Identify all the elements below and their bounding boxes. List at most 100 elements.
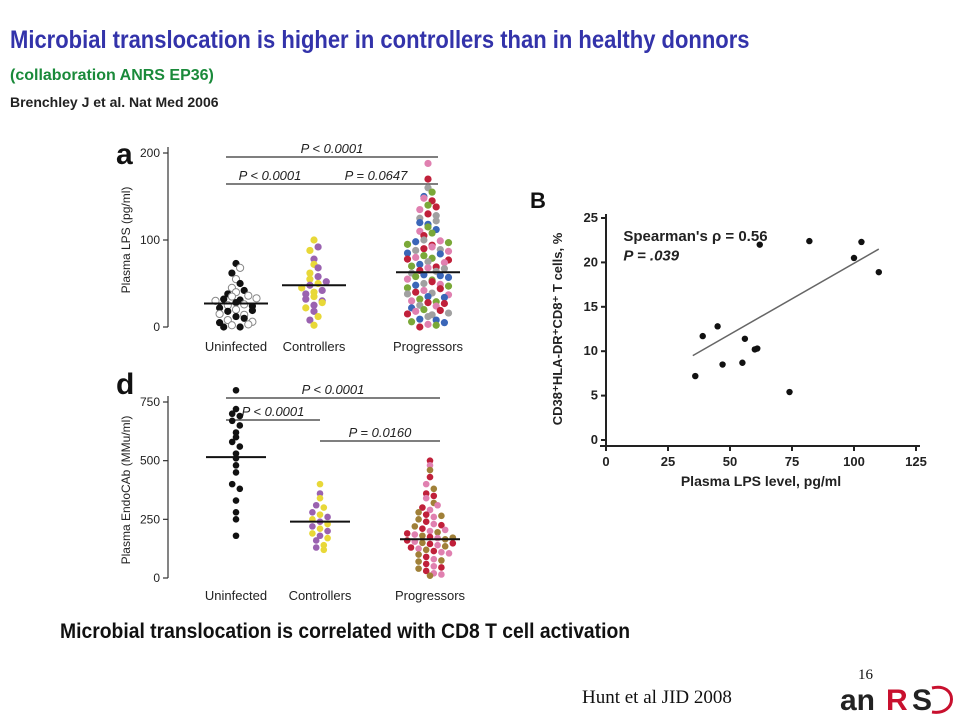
data-point (430, 520, 438, 528)
y-tick-label: 500 (140, 454, 160, 468)
data-point (232, 455, 240, 462)
data-point (432, 316, 440, 324)
panel-label: B (530, 188, 546, 213)
regression-line (692, 248, 880, 357)
p-value-label: P = 0.0647 (345, 168, 409, 183)
data-point (441, 543, 449, 550)
data-point (310, 307, 318, 315)
p-value-label: P < 0.0001 (302, 382, 365, 397)
data-point (306, 246, 314, 255)
data-point (310, 301, 318, 309)
p-value-label: P < 0.0001 (242, 404, 305, 419)
data-point (310, 255, 318, 263)
data-point (420, 306, 428, 314)
data-point (422, 560, 430, 568)
data-point (424, 223, 432, 231)
data-point (436, 272, 444, 280)
data-point (440, 293, 448, 302)
data-point (403, 284, 412, 292)
x-tick-label: Controllers (289, 588, 352, 603)
data-point (422, 490, 430, 497)
data-point (244, 320, 253, 329)
data-point (422, 494, 430, 502)
data-point (320, 541, 328, 549)
svg-text:S: S (912, 684, 932, 717)
data-point (403, 290, 412, 298)
data-point (223, 315, 232, 325)
data-point (422, 511, 430, 518)
data-point (426, 462, 434, 469)
data-point (719, 361, 726, 368)
data-point (440, 299, 448, 308)
y-tick-label: 100 (140, 233, 160, 247)
data-point (309, 508, 316, 516)
data-point (449, 539, 457, 547)
data-point (216, 304, 224, 312)
y-tick-label: 10 (584, 343, 598, 358)
data-point (316, 511, 324, 518)
data-point (227, 292, 237, 301)
data-point (228, 410, 236, 418)
data-point (314, 272, 322, 281)
data-point (424, 299, 432, 307)
data-point (416, 315, 424, 323)
data-point (430, 547, 438, 555)
citation: Brenchley J et al. Nat Med 2006 (10, 94, 219, 110)
data-point (699, 332, 706, 340)
page-number: 16 (858, 667, 873, 683)
data-point (786, 388, 793, 396)
p-value-label: P = 0.0160 (349, 425, 413, 440)
data-point (875, 268, 882, 276)
data-point (302, 295, 310, 303)
data-point (424, 320, 432, 328)
data-point (438, 521, 445, 529)
data-point (228, 417, 236, 425)
data-point (424, 159, 432, 168)
data-point (232, 405, 240, 413)
data-point (412, 246, 420, 255)
data-point (228, 480, 236, 488)
data-point (428, 188, 436, 196)
data-point (445, 550, 453, 557)
data-point (426, 506, 434, 514)
data-point (424, 175, 432, 183)
data-point (444, 247, 453, 255)
data-point (444, 239, 453, 247)
data-point (416, 260, 424, 268)
data-point (232, 516, 240, 523)
data-point (424, 264, 432, 272)
data-point (411, 531, 419, 538)
data-point (434, 534, 441, 542)
y-tick-label: 200 (140, 146, 160, 160)
data-point (415, 558, 422, 565)
data-point (236, 443, 244, 450)
data-point (415, 551, 422, 558)
data-point (240, 314, 248, 322)
x-tick-label: 25 (661, 454, 675, 469)
data-point (422, 480, 430, 488)
y-tick-label: 0 (591, 432, 598, 447)
data-point (314, 243, 322, 251)
data-point (224, 307, 232, 315)
data-point (436, 285, 444, 293)
data-point (312, 501, 320, 509)
data-point (434, 501, 441, 509)
x-tick-label: Progressors (393, 339, 464, 354)
data-point (403, 255, 412, 263)
data-point (850, 254, 858, 262)
data-point (424, 258, 432, 266)
data-point (232, 429, 240, 436)
data-point (310, 236, 318, 244)
data-point (252, 294, 261, 303)
p-value-label: P < 0.0001 (239, 168, 302, 183)
data-point (403, 530, 411, 537)
data-point (314, 264, 322, 272)
data-point (432, 321, 440, 329)
data-point (419, 532, 426, 540)
data-point (232, 497, 240, 504)
data-point (312, 537, 320, 544)
data-point (416, 219, 424, 227)
data-point (320, 546, 328, 554)
data-point (236, 422, 244, 429)
data-point (408, 297, 416, 305)
